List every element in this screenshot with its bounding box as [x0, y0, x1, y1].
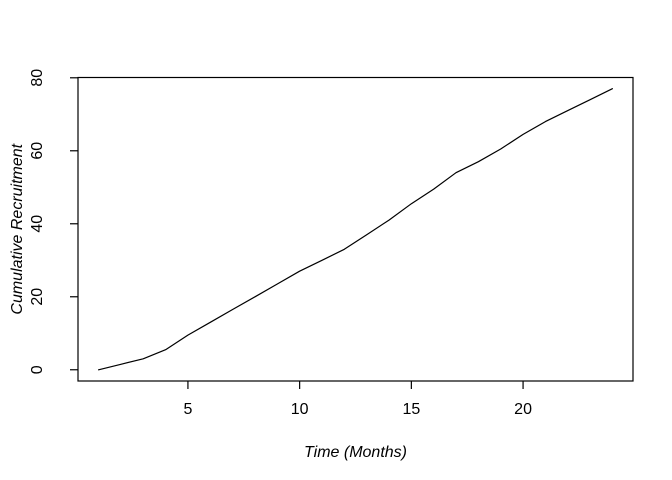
recruitment-line: [97, 88, 614, 371]
y-axis-title: Cumulative Recruitment: [9, 143, 26, 314]
y-axis-tick-label: 40: [29, 215, 46, 233]
y-axis-tick-label: 20: [29, 288, 46, 306]
x-axis-tick-label: 5: [183, 401, 192, 418]
x-axis-title: Time (Months): [304, 444, 407, 461]
y-axis-tick-label: 80: [29, 69, 46, 87]
y-axis-tick-label: 0: [29, 365, 46, 374]
y-axis-tick-label: 60: [29, 142, 46, 160]
x-axis-tick-label: 20: [514, 401, 532, 418]
plot-box: [77, 76, 634, 382]
x-axis-tick-label: 15: [402, 401, 420, 418]
x-axis-tick-label: 10: [291, 401, 309, 418]
